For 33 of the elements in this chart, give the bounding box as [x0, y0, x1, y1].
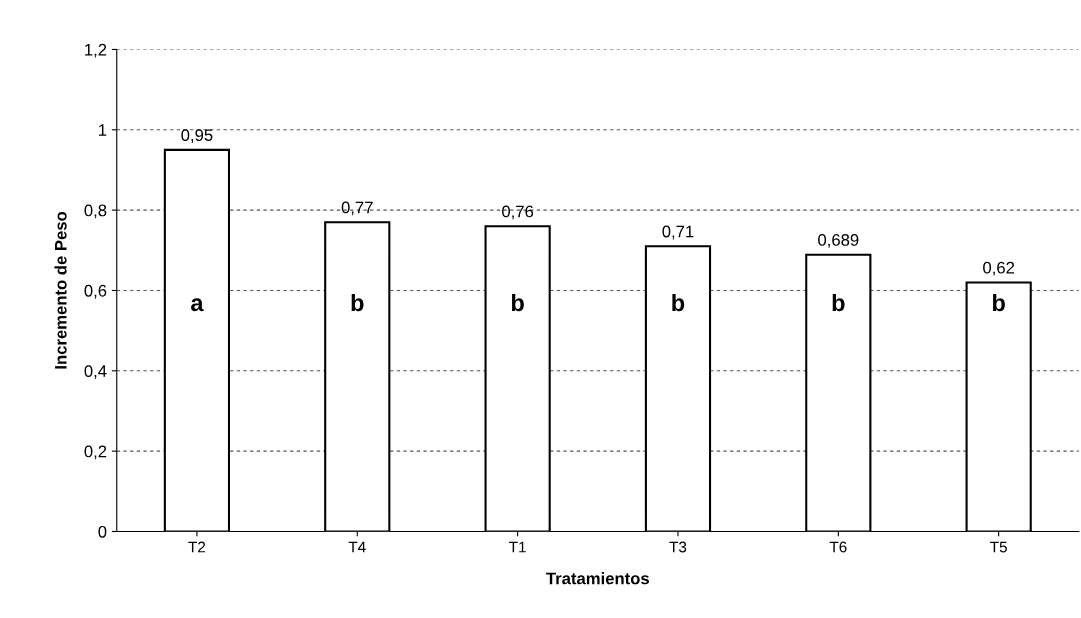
bar: [965, 281, 1032, 532]
data-label: 0,95: [181, 129, 213, 143]
bar: [644, 245, 712, 532]
x-tick-label: T5: [990, 541, 1007, 553]
x-tick-label: T6: [829, 541, 847, 553]
bar: [163, 148, 231, 532]
x-tick-label: T2: [188, 541, 206, 553]
y-tick-label: 0,4: [84, 365, 107, 379]
data-label: 0,76: [502, 205, 534, 220]
y-axis-title: Incremento de Peso: [54, 211, 67, 369]
annotation: b: [672, 293, 685, 312]
y-tick-label: 1: [99, 124, 107, 136]
bar: [805, 253, 872, 532]
data-label: 0,62: [983, 261, 1015, 276]
data-label: 0,77: [341, 201, 373, 216]
x-tick-label: T4: [348, 541, 366, 553]
bar: [484, 225, 551, 532]
x-tick-label: T1: [509, 541, 526, 553]
annotation: b: [511, 293, 524, 312]
data-label: 0,689: [818, 234, 859, 248]
annotation: b: [993, 293, 1005, 312]
x-tick-label: T3: [669, 541, 687, 553]
annotation: a: [191, 298, 204, 312]
y-tick-label: 1,2: [85, 43, 107, 58]
annotation: b: [351, 293, 364, 312]
bar: [324, 221, 391, 532]
annotation: b: [832, 293, 845, 312]
data-label: 0,71: [662, 225, 694, 240]
y-tick-label: 0: [98, 525, 107, 538]
x-axis-title: Tratamientos: [546, 572, 649, 585]
y-tick-label: 0,8: [84, 204, 107, 219]
y-tick-label: 0,6: [84, 284, 107, 299]
y-tick-label: 0,2: [84, 445, 107, 460]
